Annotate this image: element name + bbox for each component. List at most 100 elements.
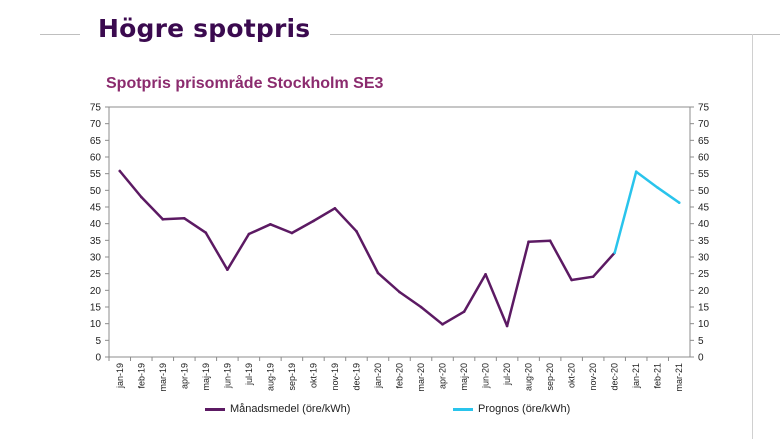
data-point: [656, 186, 660, 189]
data-point: [247, 232, 251, 236]
legend-item-manadsmedel: Månadsmedel (öre/kWh): [205, 403, 350, 415]
x-tick-label: sep-20: [545, 363, 555, 391]
data-point: [333, 207, 337, 210]
x-tick-label: jul-20: [502, 363, 512, 386]
slide-title: Högre spotpris: [98, 14, 311, 43]
data-point: [312, 219, 315, 223]
data-point: [118, 169, 122, 173]
title-rule-left: [40, 34, 80, 35]
x-tick-label: mar-19: [158, 363, 168, 392]
data-point: [204, 231, 208, 234]
x-tick-label: jan-20: [373, 363, 383, 389]
x-tick-label: feb-20: [395, 363, 405, 389]
slide-divider: [752, 34, 753, 439]
y-tick-label-right: 40: [698, 219, 710, 230]
y-tick-label-right: 30: [698, 253, 710, 264]
data-point: [613, 251, 616, 254]
y-tick-label-left: 55: [90, 169, 102, 180]
legend-label: Månadsmedel (öre/kWh): [230, 403, 351, 415]
y-tick-label-left: 25: [90, 269, 102, 280]
data-point: [484, 273, 487, 276]
data-point: [139, 195, 143, 199]
data-point: [398, 290, 401, 294]
y-tick-label-left: 15: [90, 303, 102, 314]
y-tick-label-right: 70: [698, 119, 710, 130]
legend-item-prognos: Prognos (öre/kWh): [453, 403, 570, 415]
data-point: [376, 271, 380, 275]
legend-swatch: [453, 407, 473, 411]
y-tick-label-left: 5: [95, 336, 101, 347]
x-tick-label: jun-20: [481, 363, 491, 389]
data-point: [419, 305, 423, 309]
x-tick-label: maj-19: [201, 363, 211, 391]
series-line-1: [613, 170, 681, 254]
data-point: [677, 201, 681, 204]
x-tick-label: apr-19: [179, 363, 189, 389]
y-tick-label-right: 45: [698, 203, 710, 214]
y-tick-label-right: 15: [698, 303, 710, 314]
x-tick-label: apr-20: [438, 363, 448, 389]
y-tick-label-left: 45: [90, 203, 102, 214]
y-tick-label-right: 75: [698, 103, 710, 114]
y-tick-label-left: 30: [90, 253, 102, 264]
data-point: [591, 275, 595, 278]
data-point: [355, 230, 358, 233]
title-rule-right: [330, 34, 780, 35]
y-tick-label-left: 0: [95, 353, 101, 364]
y-tick-label-right: 25: [698, 269, 710, 280]
y-tick-label-right: 65: [698, 136, 710, 147]
y-tick-label-right: 55: [698, 169, 710, 180]
x-tick-label: mar-20: [416, 363, 426, 392]
data-point: [505, 324, 509, 328]
data-point: [269, 223, 272, 226]
y-tick-label-right: 10: [698, 319, 710, 330]
y-tick-label-left: 40: [90, 219, 102, 230]
y-tick-label-left: 10: [90, 319, 102, 330]
x-tick-label: nov-20: [588, 363, 598, 391]
x-tick-label: dec-19: [351, 363, 361, 391]
y-tick-label-right: 0: [698, 353, 704, 364]
x-tick-label: nov-19: [330, 363, 340, 391]
y-tick-label-right: 20: [698, 286, 710, 297]
y-tick-label-left: 20: [90, 286, 102, 297]
x-tick-label: okt-19: [308, 363, 318, 388]
x-tick-label: sep-19: [287, 363, 297, 391]
plot-area-border: [108, 106, 691, 358]
y-tick-label-left: 70: [90, 119, 102, 130]
legend-label: Prognos (öre/kWh): [478, 403, 571, 415]
data-point: [527, 240, 530, 243]
data-point: [570, 278, 573, 282]
data-point: [183, 217, 186, 220]
data-point: [161, 218, 165, 221]
x-tick-label: jul-19: [244, 363, 254, 386]
y-tick-label-left: 75: [90, 103, 102, 114]
x-tick-label: mar-21: [674, 363, 684, 392]
y-tick-label-right: 35: [698, 236, 710, 247]
x-tick-label: jun-19: [222, 363, 232, 389]
x-tick-label: aug-19: [265, 363, 275, 391]
data-point: [226, 268, 229, 271]
x-tick-label: okt-20: [567, 363, 577, 388]
chart-title: Spotpris prisområde Stockholm SE3: [106, 75, 384, 92]
x-tick-label: jan-19: [115, 363, 125, 389]
data-point: [462, 310, 466, 313]
series-line-0: [118, 169, 616, 328]
y-tick-label-left: 60: [90, 153, 102, 164]
x-tick-label: dec-20: [610, 363, 620, 391]
y-tick-label-right: 60: [698, 153, 710, 164]
x-tick-label: maj-20: [459, 363, 469, 391]
y-tick-label-right: 50: [698, 186, 710, 197]
x-tick-label: jan-21: [631, 363, 641, 389]
data-point: [290, 231, 294, 235]
x-tick-label: aug-20: [524, 363, 534, 391]
y-tick-label-right: 5: [698, 336, 704, 347]
y-tick-label-left: 50: [90, 186, 102, 197]
data-point: [634, 170, 638, 173]
data-point: [441, 323, 444, 326]
data-point: [548, 239, 552, 242]
y-tick-label-left: 65: [90, 136, 102, 147]
y-tick-label-left: 35: [90, 236, 102, 247]
legend-swatch: [205, 407, 225, 411]
x-tick-label: feb-19: [136, 363, 146, 389]
